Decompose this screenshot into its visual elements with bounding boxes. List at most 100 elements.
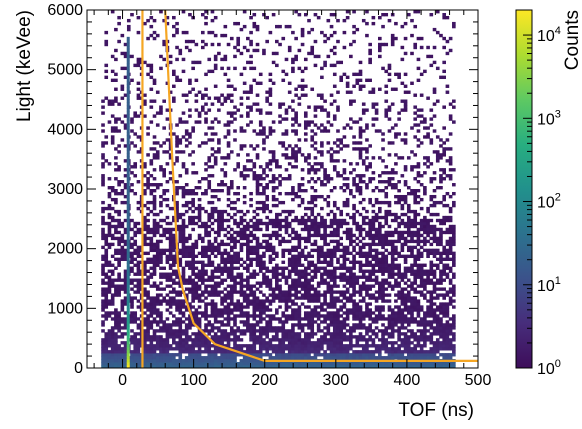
heatmap-cell xyxy=(313,194,318,199)
heatmap-cell xyxy=(406,350,411,354)
heatmap-cell xyxy=(197,90,202,94)
heatmap-cell xyxy=(313,233,318,238)
heatmap-cell xyxy=(181,227,186,232)
heatmap-cell xyxy=(297,320,302,324)
heatmap-cell xyxy=(365,362,369,366)
heatmap-cell xyxy=(249,257,253,261)
heatmap-cell xyxy=(323,129,327,133)
heatmap-cell xyxy=(307,305,311,309)
heatmap-cell xyxy=(229,239,234,244)
heatmap-cell xyxy=(313,311,318,315)
heatmap-cell xyxy=(197,353,202,357)
heatmap-cell xyxy=(390,42,395,47)
heatmap-cell xyxy=(155,156,160,160)
heatmap-cell xyxy=(120,120,125,124)
heatmap-cell xyxy=(316,93,321,97)
heatmap-cell xyxy=(342,248,347,253)
heatmap-cell xyxy=(390,39,395,44)
heatmap-cell xyxy=(143,302,147,306)
heatmap-cell xyxy=(213,341,218,345)
heatmap-cell xyxy=(110,344,115,348)
heatmap-cell xyxy=(255,102,260,106)
heatmap-cell xyxy=(345,323,350,327)
heatmap-cell xyxy=(242,350,247,354)
heatmap-cell xyxy=(149,320,154,324)
heatmap-cell xyxy=(178,293,183,297)
heatmap-cell xyxy=(114,236,118,241)
heatmap-cell xyxy=(368,200,372,205)
heatmap-cell xyxy=(307,314,311,318)
heatmap-cell xyxy=(114,314,118,318)
heatmap-cell xyxy=(146,332,150,336)
heatmap-cell xyxy=(236,162,241,166)
heatmap-cell xyxy=(107,329,112,333)
heatmap-cell xyxy=(342,257,347,261)
heatmap-cell xyxy=(278,326,282,330)
heatmap-cell xyxy=(332,332,337,336)
heatmap-cell xyxy=(204,323,208,327)
heatmap-cell xyxy=(220,156,224,160)
heatmap-cell xyxy=(197,362,202,366)
heatmap-cell xyxy=(336,365,340,368)
heatmap-cell xyxy=(146,224,150,229)
heatmap-cell xyxy=(352,194,356,199)
heatmap-cell xyxy=(345,230,350,235)
heatmap-cell xyxy=(239,215,244,220)
heatmap-cell xyxy=(226,305,231,309)
heatmap-cell xyxy=(149,63,154,68)
heatmap-cell xyxy=(178,353,183,357)
heatmap-cell xyxy=(403,299,408,303)
heatmap-cell xyxy=(323,266,327,270)
heatmap-cell xyxy=(262,308,266,312)
heatmap-cell xyxy=(123,227,128,232)
heatmap-cell xyxy=(239,359,244,363)
heatmap-cell xyxy=(332,299,337,303)
heatmap-cell xyxy=(188,323,192,327)
heatmap-cell xyxy=(226,332,231,336)
heatmap-cell xyxy=(323,233,327,238)
heatmap-cell xyxy=(413,338,418,342)
heatmap-cell xyxy=(358,299,363,303)
heatmap-cell xyxy=(303,341,308,345)
heatmap-cell xyxy=(326,338,331,342)
heatmap-cell xyxy=(326,233,331,238)
heatmap-cell xyxy=(352,260,356,264)
heatmap-cell xyxy=(117,21,121,26)
heatmap-cell xyxy=(149,353,154,357)
heatmap-cell xyxy=(110,254,115,259)
heatmap-cell xyxy=(394,272,398,276)
heatmap-cell xyxy=(323,269,327,273)
heatmap-cell xyxy=(339,212,344,217)
heatmap-cell xyxy=(101,356,105,360)
heatmap-cell xyxy=(349,299,353,303)
heatmap-cell xyxy=(258,341,263,345)
heatmap-cell xyxy=(104,275,109,279)
heatmap-cell xyxy=(400,362,405,366)
heatmap-cell xyxy=(223,299,228,303)
heatmap-cell xyxy=(184,183,189,187)
heatmap-cell xyxy=(339,147,344,151)
heatmap-cell xyxy=(287,233,292,238)
heatmap-cell xyxy=(136,260,141,264)
heatmap-cell xyxy=(168,230,173,235)
heatmap-cell xyxy=(265,308,269,312)
heatmap-cell xyxy=(236,314,241,318)
heatmap-cell xyxy=(229,332,234,336)
heatmap-cell xyxy=(275,353,279,357)
heatmap-cell xyxy=(207,165,212,169)
heatmap-cell xyxy=(268,344,273,348)
heatmap-cell xyxy=(168,266,173,270)
heatmap-cell xyxy=(313,272,318,276)
heatmap-cell xyxy=(249,144,253,148)
heatmap-cell xyxy=(303,189,308,193)
heatmap-cell xyxy=(217,221,221,226)
heatmap-cell xyxy=(345,266,350,270)
heatmap-cell xyxy=(287,332,292,336)
heatmap-cell xyxy=(242,365,247,368)
heatmap-cell xyxy=(172,335,176,339)
heatmap-cell xyxy=(242,332,247,336)
heatmap-cell xyxy=(406,209,411,214)
heatmap-cell xyxy=(320,221,324,226)
heatmap-cell xyxy=(307,200,311,205)
heatmap-cell xyxy=(217,197,221,202)
